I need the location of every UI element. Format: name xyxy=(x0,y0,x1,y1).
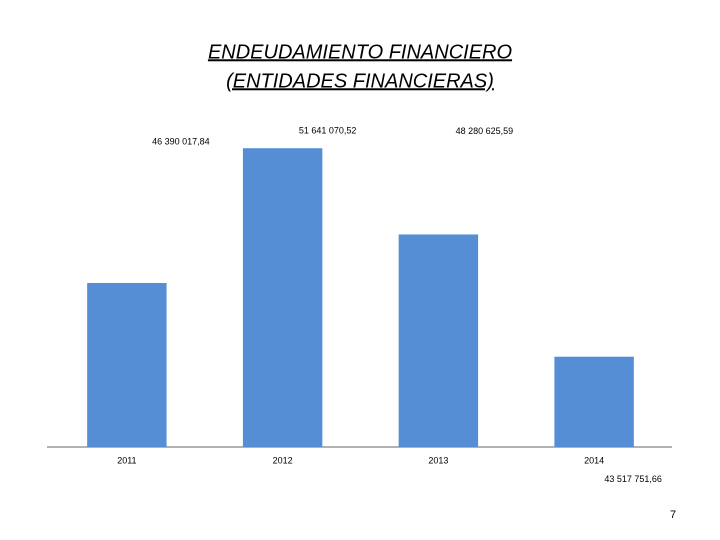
bar xyxy=(554,356,634,447)
chart-title: ENDEUDAMIENTO FINANCIERO xyxy=(208,41,512,63)
data-label: 51 641 070,52 xyxy=(299,126,357,136)
x-tick-label: 2014 xyxy=(584,455,604,465)
bar xyxy=(242,148,323,447)
x-tick-label: 2013 xyxy=(428,455,448,465)
data-label: 48 280 625,59 xyxy=(456,126,514,136)
x-tick-label: 2012 xyxy=(273,455,293,465)
chart-title: (ENTIDADES FINANCIERAS) xyxy=(226,70,494,92)
bar xyxy=(87,282,167,447)
data-label: 43 517 751,66 xyxy=(604,474,662,484)
page-number: 7 xyxy=(670,509,676,521)
bar xyxy=(398,234,479,447)
data-label: 46 390 017,84 xyxy=(152,136,210,146)
x-tick-label: 2011 xyxy=(117,455,136,465)
